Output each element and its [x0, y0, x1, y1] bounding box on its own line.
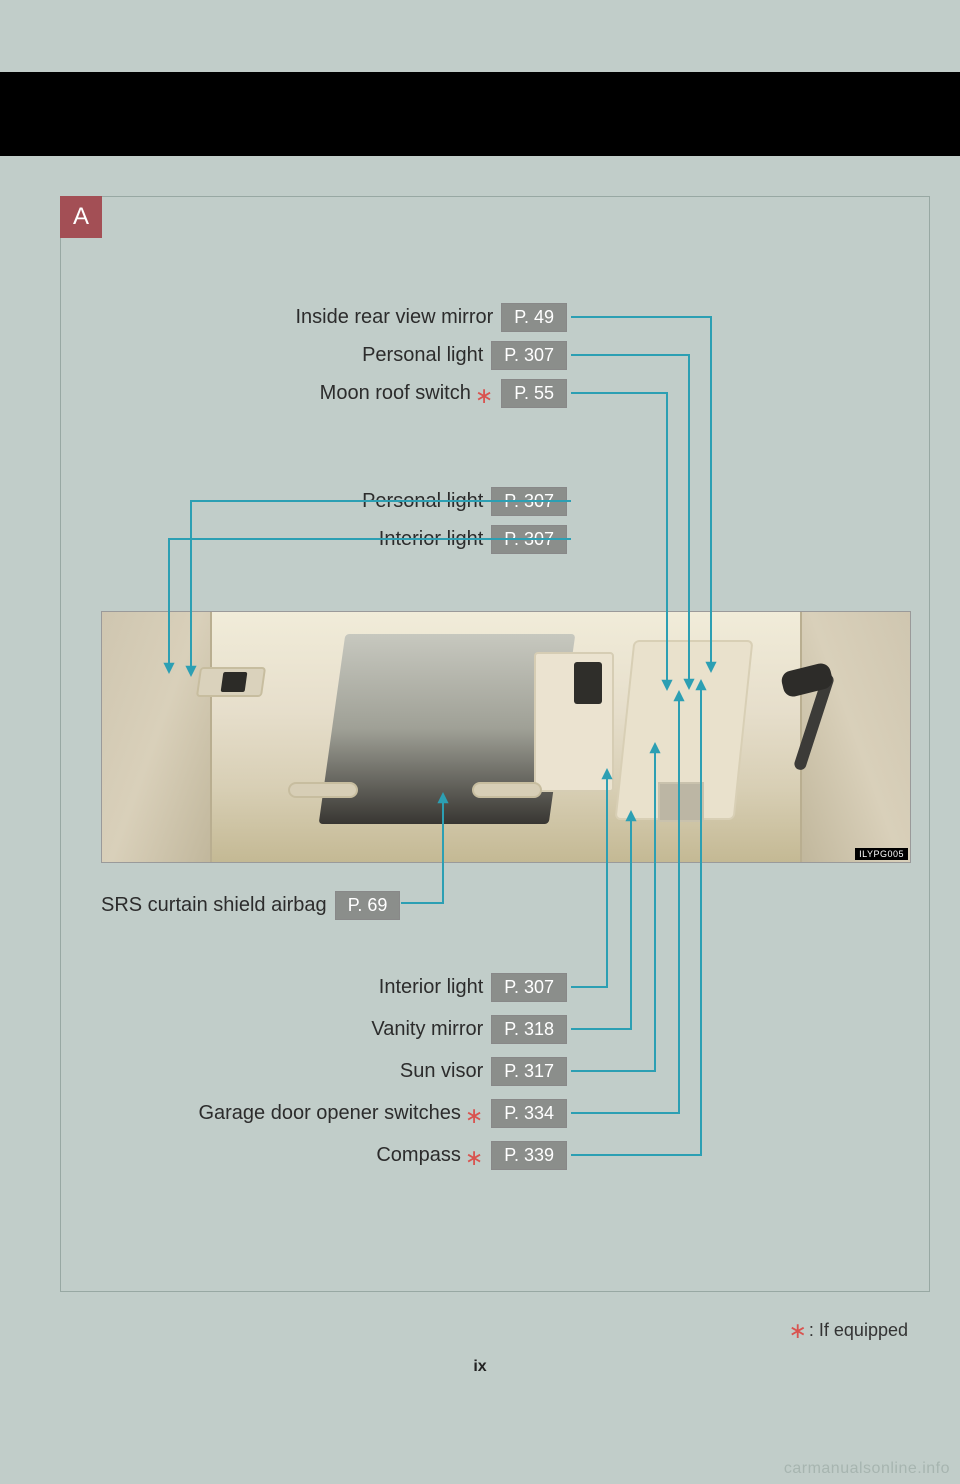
- callout-sun-visor: Sun visor P. 317: [400, 1057, 567, 1086]
- page-ref-badge: P. 49: [501, 303, 567, 332]
- callout-label: SRS curtain shield airbag: [101, 894, 327, 917]
- callout-label: Garage door opener switches: [198, 1102, 460, 1125]
- photo-assist-grip: [288, 782, 358, 798]
- page-ref-badge: P. 334: [491, 1099, 567, 1128]
- header-black-band: [0, 72, 960, 156]
- page-ref-badge: P. 307: [491, 487, 567, 516]
- asterisk-icon: ∗: [465, 1145, 483, 1171]
- callout-interior-light-bottom: Interior light P. 307: [379, 973, 567, 1002]
- callout-label: Vanity mirror: [371, 1018, 483, 1041]
- watermark: carmanualsonline.info: [784, 1460, 950, 1478]
- ceiling-photo: ILYPG005: [101, 611, 911, 863]
- callout-label: Compass: [376, 1144, 460, 1167]
- callout-vanity-mirror: Vanity mirror P. 318: [371, 1015, 567, 1044]
- callout-inside-rear-view-mirror: Inside rear view mirror P. 49: [295, 303, 567, 332]
- callout-srs-airbag: SRS curtain shield airbag P. 69: [101, 891, 400, 920]
- callout-label: Interior light: [379, 976, 484, 999]
- page-ref-badge: P. 69: [335, 891, 401, 920]
- footnote-text: : If equipped: [809, 1320, 908, 1340]
- photo-id-tag: ILYPG005: [855, 848, 908, 860]
- callout-label: Moon roof switch: [320, 382, 471, 405]
- page-ref-badge: P. 318: [491, 1015, 567, 1044]
- page-frame: A Inside rear view mirror P. 49 Personal…: [60, 196, 930, 1292]
- footnote-if-equipped: ∗: If equipped: [792, 1316, 908, 1342]
- callout-moon-roof-switch: Moon roof switch∗ P. 55: [320, 379, 567, 408]
- callout-label: Interior light: [379, 528, 484, 551]
- callout-label: Personal light: [362, 344, 483, 367]
- page-ref-badge: P. 307: [491, 973, 567, 1002]
- asterisk-icon: ∗: [465, 1103, 483, 1129]
- photo-vanity-mirror: [658, 782, 704, 822]
- callout-label: Inside rear view mirror: [295, 306, 493, 329]
- page-number: ix: [0, 1358, 960, 1376]
- callout-label: Personal light: [362, 490, 483, 513]
- photo-console-switch: [574, 662, 602, 704]
- photo-assist-grip: [472, 782, 542, 798]
- page-ref-badge: P. 55: [501, 379, 567, 408]
- asterisk-icon: ∗: [475, 383, 493, 409]
- section-badge-a: A: [60, 196, 102, 238]
- callout-garage-opener: Garage door opener switches∗ P. 334: [198, 1099, 567, 1128]
- callout-personal-light-top: Personal light P. 307: [362, 341, 567, 370]
- callout-compass: Compass∗ P. 339: [376, 1141, 567, 1170]
- asterisk-icon: ∗: [788, 1318, 806, 1343]
- photo-rear-light-switch: [221, 672, 248, 692]
- page-ref-badge: P. 307: [491, 525, 567, 554]
- photo-pillar-right: [800, 612, 910, 863]
- page-ref-badge: P. 317: [491, 1057, 567, 1086]
- page-ref-badge: P. 339: [491, 1141, 567, 1170]
- callout-label: Sun visor: [400, 1060, 483, 1083]
- callout-personal-light-mid: Personal light P. 307: [362, 487, 567, 516]
- callout-interior-light-mid: Interior light P. 307: [379, 525, 567, 554]
- page-ref-badge: P. 307: [491, 341, 567, 370]
- photo-pillar-left: [102, 612, 212, 863]
